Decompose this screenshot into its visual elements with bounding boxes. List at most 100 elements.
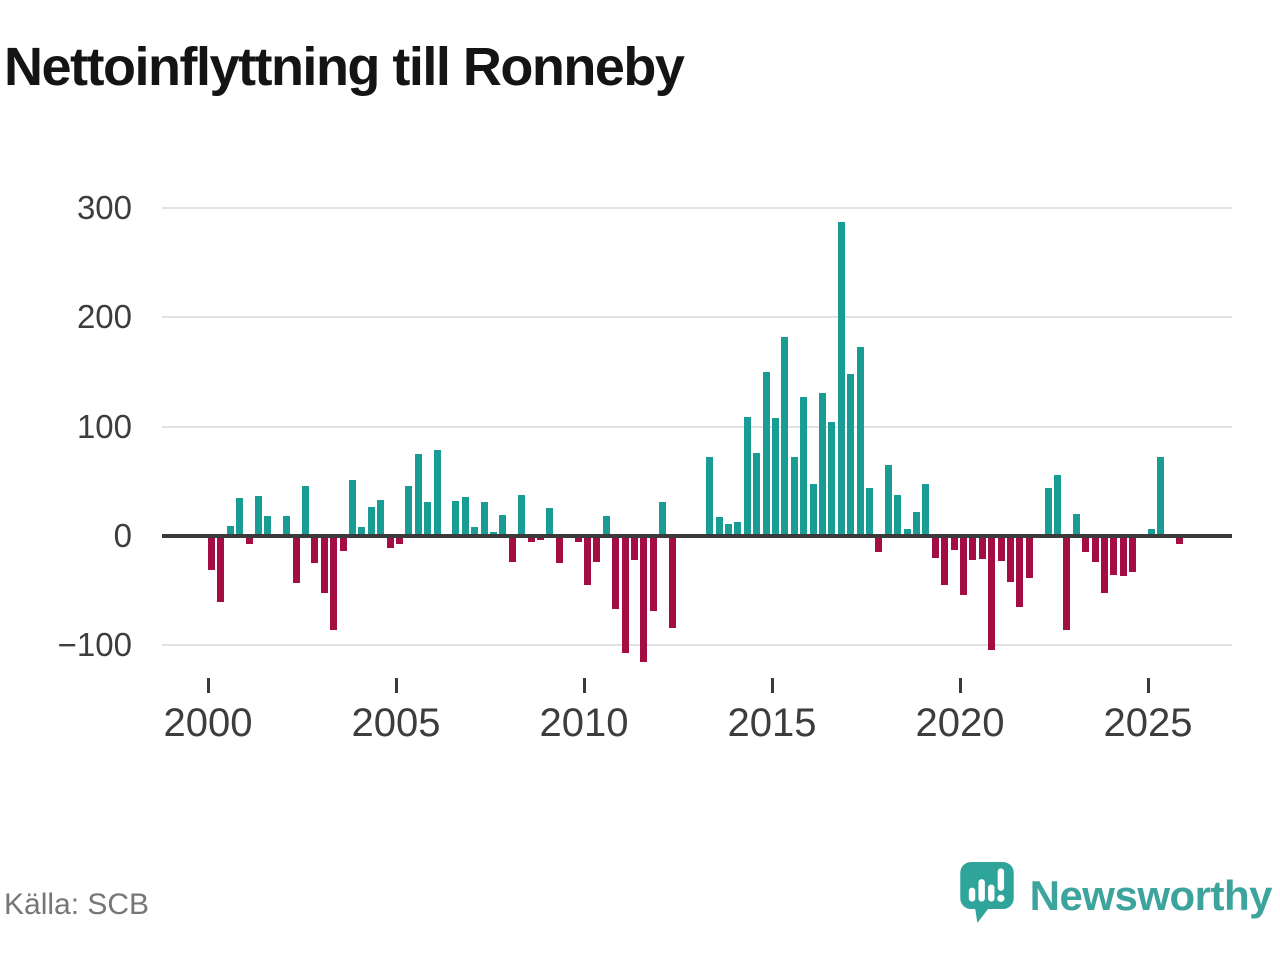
brand-name: Newsworthy — [1029, 871, 1273, 919]
chart-bar-2019Q1 — [922, 483, 930, 536]
chart-bar-2015Q2 — [781, 337, 789, 536]
chart-bar-2001Q3 — [264, 516, 272, 536]
chart-bar-2008Q3 — [527, 536, 535, 542]
chart-bar-2023Q3 — [1091, 536, 1099, 563]
brand-logo: Newsworthy — [959, 862, 1273, 929]
chart-bar-2011Q4 — [649, 536, 657, 612]
chart-bar-2002Q4 — [311, 536, 319, 564]
chart-bar-2001Q2 — [255, 495, 262, 536]
chart-bar-2007Q2 — [480, 502, 488, 536]
bar-chart-speech-bubble-icon — [959, 862, 1014, 929]
chart-bar-2015Q3 — [790, 457, 798, 536]
chart-bar-2005Q4 — [424, 502, 432, 536]
chart-bar-2000Q3 — [226, 526, 234, 536]
y-axis-tick-label: 0 — [113, 517, 132, 554]
x-axis-tick — [206, 678, 210, 693]
x-axis-tick — [394, 678, 398, 693]
chart-bar-2004Q1 — [358, 527, 366, 536]
chart-bar-2016Q1 — [809, 483, 817, 536]
chart-bar-2022Q4 — [1063, 536, 1071, 630]
chart-bar-2011Q2 — [631, 536, 638, 560]
y-axis-tick-label: 300 — [76, 189, 132, 227]
chart-bar-2019Q3 — [941, 536, 949, 586]
x-axis-year-label: 2010 — [539, 701, 629, 745]
chart-bar-2001Q1 — [245, 536, 253, 544]
chart-bar-2018Q2 — [894, 494, 902, 536]
chart-bar-2009Q4 — [574, 536, 582, 542]
chart-bar-2023Q2 — [1082, 536, 1090, 553]
chart-bar-2025Q2 — [1157, 457, 1165, 536]
x-axis-year-label: 2000 — [163, 701, 253, 745]
chart-bar-2012Q1 — [659, 502, 667, 536]
chart-bar-2017Q1 — [847, 374, 855, 536]
x-axis-tick — [582, 678, 586, 693]
chart-bar-2022Q3 — [1054, 474, 1061, 536]
chart-bar-2005Q3 — [414, 454, 422, 536]
chart-bar-2008Q1 — [508, 536, 516, 563]
chart-bar-2024Q1 — [1110, 536, 1118, 576]
chart-bar-2021Q1 — [997, 536, 1005, 562]
chart-bar-2020Q4 — [988, 536, 996, 650]
chart-bar-2013Q2 — [706, 457, 714, 536]
chart-bar-2014Q2 — [743, 416, 751, 536]
chart-bar-2000Q4 — [236, 497, 244, 536]
chart-bar-2019Q2 — [931, 536, 939, 558]
chart-bar-2000Q2 — [217, 536, 225, 602]
chart-bar-2015Q1 — [772, 418, 779, 536]
chart-bar-2008Q4 — [537, 536, 544, 541]
chart-bar-2006Q1 — [433, 449, 441, 536]
gridline — [162, 207, 1232, 210]
chart-bar-2005Q2 — [405, 485, 413, 536]
chart-bar-2013Q3 — [715, 517, 723, 536]
chart-bar-2020Q1 — [960, 536, 967, 595]
chart-bar-2017Q3 — [866, 487, 873, 536]
x-axis-year-label: 2025 — [1103, 701, 1193, 745]
chart-bar-2013Q4 — [725, 524, 732, 536]
chart-bar-2003Q1 — [320, 536, 328, 593]
chart-bar-2007Q4 — [499, 515, 507, 536]
x-axis-year-label: 2020 — [915, 701, 1005, 745]
gridline — [162, 316, 1232, 319]
chart-bar-2023Q4 — [1101, 536, 1108, 593]
chart-bar-2012Q2 — [668, 536, 676, 628]
chart-bar-2016Q4 — [837, 222, 845, 536]
chart-bar-2004Q3 — [377, 499, 385, 536]
gridline — [162, 644, 1232, 647]
chart-bar-2016Q2 — [819, 392, 826, 536]
chart-bar-2017Q4 — [875, 536, 883, 553]
x-axis-year-label: 2005 — [351, 701, 441, 745]
chart-bar-2017Q2 — [856, 346, 864, 536]
chart-bar-2010Q3 — [602, 516, 610, 536]
chart-bar-2014Q4 — [762, 372, 770, 537]
chart-bar-2000Q1 — [208, 536, 215, 570]
y-axis-tick-label: −100 — [57, 626, 132, 664]
chart-bar-2010Q2 — [593, 536, 601, 563]
chart-bar-2021Q4 — [1025, 536, 1033, 578]
chart-bar-2002Q3 — [302, 485, 309, 536]
x-axis-tick — [1146, 678, 1150, 693]
chart-bar-2010Q4 — [612, 536, 620, 610]
chart-bar-2007Q1 — [471, 527, 479, 536]
chart-bar-2010Q1 — [584, 536, 591, 586]
chart-bar-2009Q1 — [546, 507, 554, 536]
chart-bar-2024Q2 — [1119, 536, 1127, 577]
y-axis-tick-label: 100 — [76, 407, 132, 445]
chart-bar-2007Q3 — [490, 531, 497, 536]
y-axis-tick-label: 200 — [76, 298, 132, 336]
chart-bar-2021Q2 — [1007, 536, 1014, 582]
chart-bar-2004Q2 — [367, 506, 375, 536]
x-axis-year-label: 2015 — [727, 701, 817, 745]
chart-bar-2006Q3 — [452, 501, 460, 536]
chart-bar-2011Q1 — [621, 536, 629, 653]
chart-bar-2014Q3 — [753, 452, 761, 536]
x-axis-zero-line — [162, 534, 1232, 538]
chart-bar-2018Q4 — [913, 512, 920, 536]
chart-bar-2008Q2 — [518, 494, 526, 536]
chart-bar-2016Q3 — [828, 422, 836, 536]
chart-bar-2002Q1 — [283, 516, 291, 536]
chart-bar-2014Q1 — [734, 521, 742, 536]
chart-bar-2019Q4 — [950, 536, 958, 551]
chart-bar-2003Q2 — [330, 536, 338, 630]
